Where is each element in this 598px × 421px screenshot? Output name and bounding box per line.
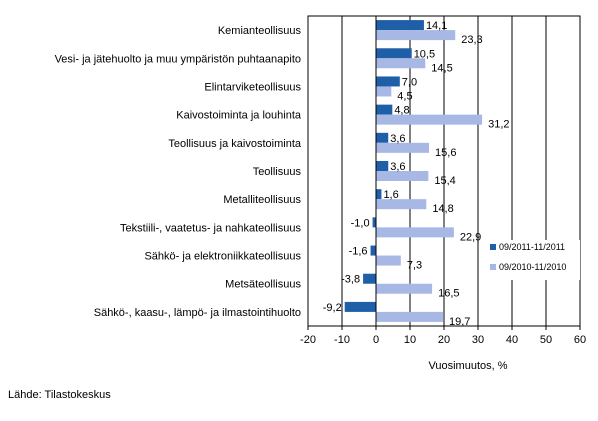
bar-series-1 <box>372 217 376 228</box>
data-label: 14,1 <box>426 20 447 32</box>
category-label: Kaivostoiminta ja louhinta <box>176 110 302 122</box>
category-label: Sähkö-, kaasu-, lämpö- ja ilmastointihuo… <box>94 307 301 319</box>
x-tick-label: 60 <box>574 334 586 346</box>
bar-series-2 <box>376 171 429 181</box>
x-tick-label: 30 <box>472 334 484 346</box>
data-label: 15,6 <box>435 147 456 159</box>
data-label: 7,3 <box>407 260 422 272</box>
bar-series-1 <box>376 76 400 87</box>
data-label: 7,0 <box>402 76 417 88</box>
bar-series-1 <box>344 301 376 312</box>
bar-series-2 <box>376 227 454 238</box>
legend-box <box>487 240 580 280</box>
x-axis-title: Vuosimuutos, % <box>428 360 507 372</box>
x-axis-ticks: -20 -10 0 10 20 30 40 50 60 <box>300 326 586 346</box>
data-label: -1,6 <box>349 246 368 258</box>
category-label: Teollisuus ja kaivostoiminta <box>168 138 302 150</box>
category-label: Tekstiili-, vaatetus- ja nahkateollisuus <box>120 222 301 234</box>
category-label: Metalliteollisuus <box>223 194 301 206</box>
bar-series-1 <box>376 20 424 31</box>
data-label: 22,9 <box>460 231 481 243</box>
bar-series-2 <box>376 58 426 69</box>
plot-frame <box>307 15 581 327</box>
data-label: 15,4 <box>434 175 455 187</box>
x-tick-label: 50 <box>540 334 552 346</box>
data-label: 31,2 <box>488 119 509 131</box>
category-label: Kemianteollisuus <box>218 25 302 37</box>
bars <box>344 16 483 326</box>
x-tick-label: 0 <box>373 334 379 346</box>
bar-series-1 <box>376 132 389 143</box>
data-label: 4,5 <box>397 90 412 102</box>
x-tick-label: 40 <box>506 334 518 346</box>
bar-series-2 <box>376 283 433 294</box>
x-tick-label: 10 <box>404 334 416 346</box>
data-label: 19,7 <box>449 316 470 328</box>
bar-series-1 <box>370 245 376 256</box>
source-note: Lähde: Tilastokeskus <box>8 389 111 401</box>
data-label: 3,6 <box>390 161 405 173</box>
legend-label: 09/2010-11/2010 <box>499 262 566 272</box>
data-label: -1,0 <box>351 217 370 229</box>
data-label: 1,6 <box>383 189 398 201</box>
data-label: 14,5 <box>431 62 452 74</box>
data-label: 16,5 <box>438 288 459 300</box>
bar-series-1 <box>376 104 393 115</box>
x-tick-label: -20 <box>300 334 316 346</box>
legend-label: 09/2011-11/2011 <box>499 242 565 252</box>
legend-swatch <box>490 244 496 250</box>
data-label: 10,5 <box>414 48 435 60</box>
bar-series-2 <box>376 114 483 125</box>
x-tick-label: 20 <box>438 334 450 346</box>
data-label: -3,8 <box>341 274 360 286</box>
category-label: Sähkö- ja elektroniikkateollisuus <box>144 251 301 263</box>
data-label: 23,3 <box>461 34 482 46</box>
bar-series-2 <box>376 86 392 97</box>
bar-series-2 <box>376 255 401 266</box>
category-label: Metsäteollisuus <box>225 279 301 291</box>
bar-series-2 <box>376 30 456 41</box>
data-label: 14,8 <box>432 203 453 215</box>
bar-series-2 <box>376 311 443 322</box>
data-label: 3,6 <box>390 133 405 145</box>
data-label: -9,2 <box>323 302 342 314</box>
category-labels: Kemianteollisuus Vesi- ja jätehuolto ja m… <box>55 25 302 319</box>
bar-series-1 <box>363 273 376 284</box>
x-tick-label: -10 <box>334 334 350 346</box>
legend-swatch <box>490 264 496 270</box>
data-label: 4,8 <box>394 105 409 117</box>
bar-series-2 <box>376 142 430 153</box>
category-label: Vesi- ja jätehuolto ja muu ympäristön pu… <box>55 53 301 65</box>
category-label: Elintarviketeollisuus <box>204 81 301 93</box>
category-label: Teollisuus <box>253 166 302 178</box>
bar-series-2 <box>376 199 427 210</box>
bar-series-1 <box>376 48 412 59</box>
bar-series-1 <box>376 189 382 200</box>
legend: 09/2011-11/2011 09/2010-11/2010 <box>487 240 580 280</box>
bar-series-1 <box>376 161 389 171</box>
data-labels: 14,1 23,3 10,5 14,5 7,0 4,5 4,8 31,2 3,6 15,6 3,6 1… <box>323 20 510 328</box>
